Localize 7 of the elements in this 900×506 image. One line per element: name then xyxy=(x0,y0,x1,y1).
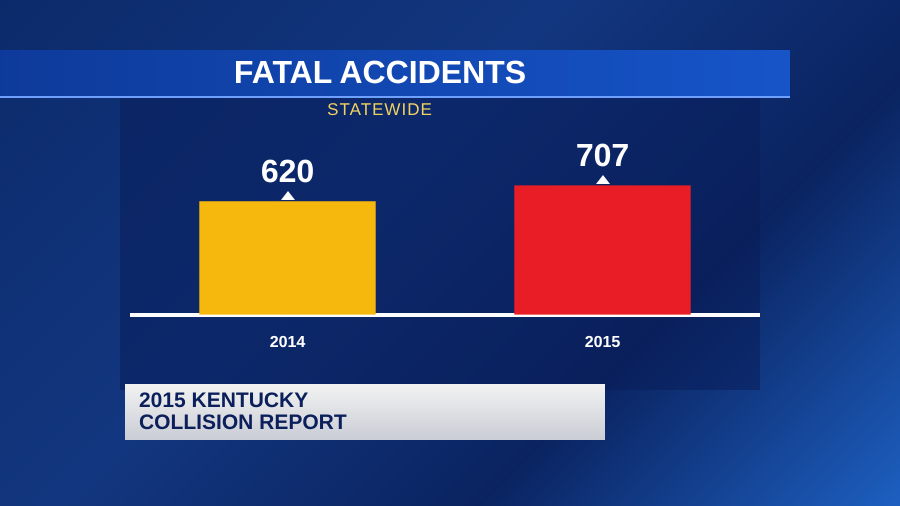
chart-subtitle: STATEWIDE xyxy=(326,99,434,121)
data-label: 620 xyxy=(260,153,314,190)
chart-title: FATAL ACCIDENTS xyxy=(232,53,528,92)
text: 2015 KENTUCKY COLLISION REPORT xyxy=(125,384,605,440)
x-tick-label: 2014 xyxy=(270,334,306,351)
data-label: 707 xyxy=(576,137,630,174)
x-tick-label: 2015 xyxy=(584,334,620,351)
